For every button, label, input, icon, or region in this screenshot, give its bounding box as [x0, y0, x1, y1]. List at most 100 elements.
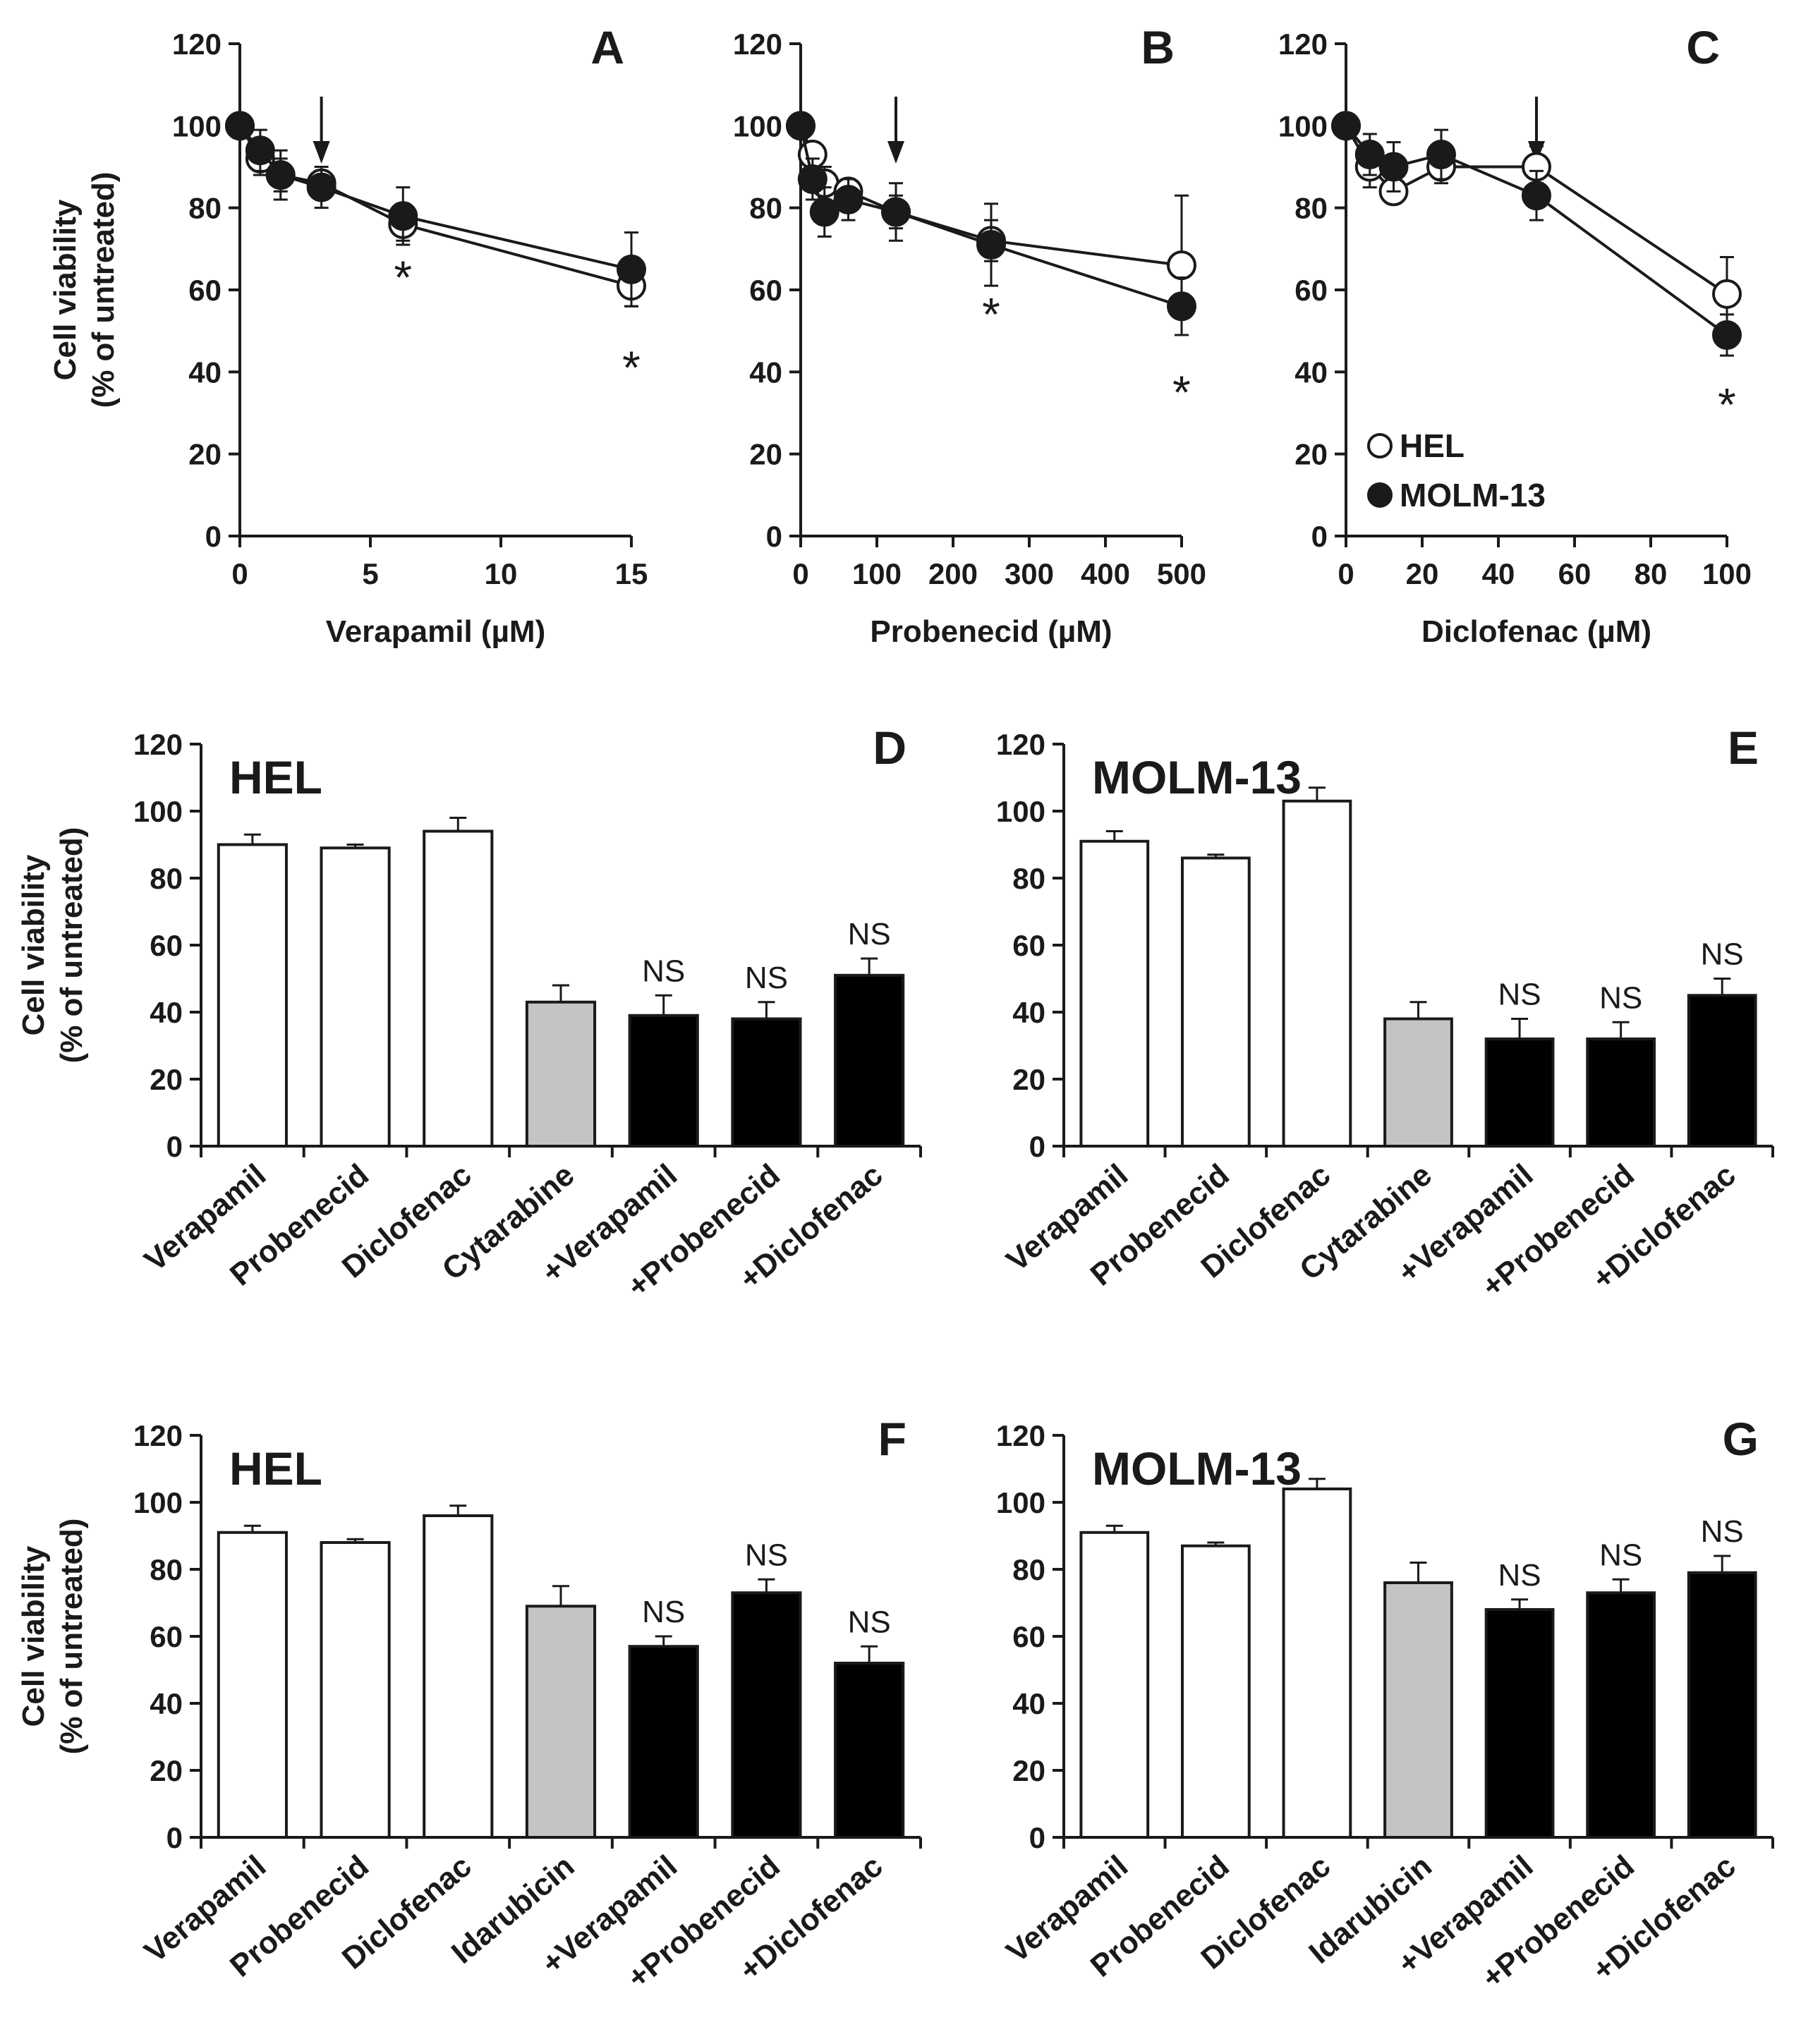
- x-tick-label: 400: [1081, 557, 1130, 590]
- bar: [1586, 1038, 1656, 1148]
- error-bar: [1714, 1555, 1731, 1573]
- error-bar: [1612, 1021, 1630, 1039]
- bar: [1687, 994, 1757, 1148]
- y-axis-title-line1: Cell viability: [16, 1545, 51, 1727]
- significance-star: *: [1172, 366, 1191, 418]
- error-bar: [1511, 1598, 1529, 1610]
- data-point: [1712, 320, 1742, 350]
- y-tick-label: 40: [150, 1687, 183, 1720]
- y-tick-label: 100: [1278, 109, 1328, 142]
- panel-title: MOLM-13: [1092, 751, 1302, 803]
- data-point: [786, 111, 815, 141]
- error-bar: [1308, 786, 1326, 801]
- data-point: [1167, 250, 1196, 281]
- y-tick-label: 20: [749, 438, 782, 471]
- y-axis-title-line1: Cell viability: [16, 854, 51, 1035]
- y-tick-label: 120: [133, 1419, 183, 1452]
- panel-title: MOLM-13: [1092, 1442, 1302, 1495]
- significance-star: *: [1718, 378, 1736, 430]
- y-tick-label: 120: [133, 728, 183, 761]
- y-tick-label: 100: [733, 109, 782, 142]
- error-bar: [243, 1524, 261, 1533]
- bar-significance-label: NS: [745, 1538, 788, 1572]
- bar: [1079, 1531, 1150, 1839]
- chart-panel-C: 0 20 40 60 80 100 120 0 20 40 60 80 100 Diclofenac (µ…: [1278, 21, 1752, 649]
- error-bar: [861, 957, 878, 975]
- error-bar: [1207, 853, 1225, 858]
- legend-label: MOLM-13: [1400, 477, 1546, 513]
- bar: [834, 1662, 905, 1839]
- chart-panel-D: 020406080100120VerapamilProbenecidDiclof…: [16, 722, 922, 1304]
- x-tick-label: 0: [792, 557, 808, 590]
- y-tick-label: 40: [150, 996, 183, 1029]
- panel-label: A: [590, 21, 624, 73]
- y-tick-label: 0: [205, 520, 222, 553]
- y-tick-label: 20: [150, 1063, 183, 1096]
- y-tick-label: 20: [1294, 438, 1328, 471]
- y-tick-label: 20: [1012, 1063, 1045, 1096]
- series-MOLM-13: [225, 111, 646, 308]
- panel-title: HEL: [229, 1442, 322, 1495]
- legend-marker: [1367, 433, 1393, 459]
- data-point: [1354, 140, 1385, 170]
- bar: [1180, 1544, 1251, 1839]
- panel-label: C: [1686, 21, 1720, 73]
- y-tick-label: 100: [996, 1486, 1045, 1519]
- bar-significance-label: NS: [1701, 937, 1744, 972]
- y-axis-title: Cell viability (% of untreated): [48, 172, 121, 408]
- significance-star: *: [982, 288, 1000, 340]
- data-point: [833, 185, 863, 215]
- y-tick-label: 80: [150, 862, 183, 895]
- y-tick-label: 40: [749, 355, 782, 389]
- error-bar: [552, 984, 569, 1002]
- data-point: [388, 201, 418, 231]
- bar: [1383, 1017, 1453, 1148]
- y-tick-label: 60: [1294, 274, 1328, 307]
- bar: [1282, 1488, 1352, 1839]
- y-tick-label: 120: [996, 1419, 1045, 1452]
- y-tick-label: 0: [1029, 1130, 1045, 1163]
- bar: [217, 1531, 288, 1839]
- x-tick-label: 20: [1406, 557, 1439, 590]
- error-bar: [1511, 1018, 1529, 1039]
- data-point: [809, 197, 839, 227]
- arrow-head: [887, 141, 904, 164]
- chart-panel-E: 020406080100120VerapamilProbenecidDiclof…: [996, 722, 1774, 1304]
- y-tick-label: 120: [996, 728, 1045, 761]
- error-bar: [449, 1504, 467, 1516]
- error-bar: [552, 1585, 569, 1607]
- panel-title: HEL: [229, 751, 322, 803]
- y-tick-label: 20: [150, 1754, 183, 1787]
- x-tick-label: 300: [1005, 557, 1054, 590]
- bar-significance-label: NS: [745, 961, 788, 995]
- data-point: [225, 111, 255, 141]
- chart-panel-G: 020406080100120VerapamilProbenecidDiclof…: [996, 1413, 1774, 1995]
- error-bar: [1409, 1001, 1427, 1019]
- error-bar: [758, 1578, 775, 1593]
- error-bar: [861, 1645, 878, 1663]
- bar: [1180, 856, 1251, 1148]
- bar: [1079, 839, 1150, 1148]
- bar: [1282, 799, 1352, 1148]
- error-bar: [449, 817, 467, 832]
- bar: [320, 846, 391, 1148]
- y-tick-label: 120: [733, 28, 782, 61]
- x-axis-title: Diclofenac (µM): [1421, 614, 1651, 649]
- bar: [1383, 1581, 1453, 1839]
- y-tick-label: 100: [172, 109, 222, 142]
- y-tick-label: 20: [1012, 1754, 1045, 1787]
- error-bar: [1105, 1524, 1123, 1533]
- error-bar: [1714, 978, 1731, 996]
- data-point: [617, 254, 646, 284]
- error-bar: [758, 1001, 775, 1019]
- bar: [1484, 1608, 1555, 1839]
- x-axis-title: Verapamil (µM): [326, 614, 545, 649]
- bar: [834, 973, 905, 1148]
- y-tick-label: 100: [133, 795, 183, 828]
- y-tick-label: 40: [1012, 996, 1045, 1029]
- legend-marker: [1367, 482, 1393, 508]
- x-tick-label: 0: [1338, 557, 1354, 590]
- data-point: [1378, 152, 1409, 182]
- panel-label: G: [1723, 1413, 1759, 1465]
